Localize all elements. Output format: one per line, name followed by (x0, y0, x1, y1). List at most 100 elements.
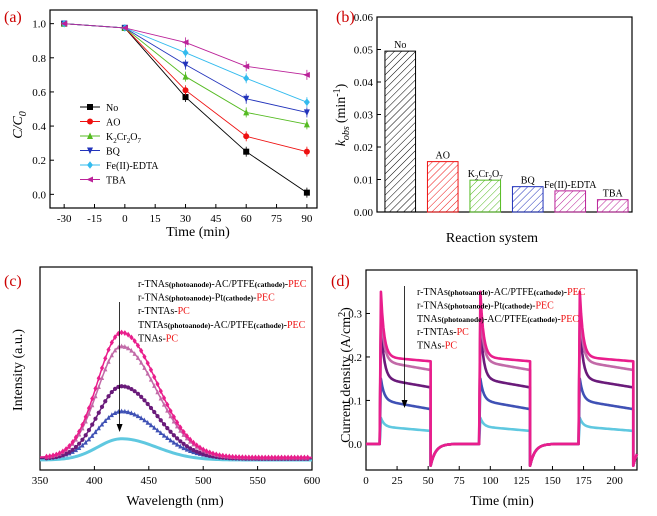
panel-c-point (145, 401, 150, 407)
panel-a-legend-marker (87, 132, 93, 139)
panel-c-point (142, 365, 147, 370)
panel-c-point (188, 446, 193, 451)
panel-c-point (282, 454, 287, 461)
panel-b: (b) 0.000.010.020.030.040.050.06NoAOK2Cr… (332, 9, 633, 246)
legend-subscript: (cathode) (527, 315, 557, 324)
panel-a-point (243, 95, 250, 103)
panel-c-point (272, 454, 278, 461)
legend-text-part: r-TNAs (138, 293, 169, 304)
panel-a-ytick-label: 0.4 (32, 121, 46, 133)
panel-c-point (126, 385, 131, 390)
panel-b-xlabel: Reaction system (446, 231, 538, 246)
panel-c-point (73, 447, 79, 453)
panel-d-xtick-label: 0 (363, 475, 369, 487)
legend-subscript: (cathode) (534, 288, 564, 297)
panel-c-point (148, 376, 154, 382)
panel-c-point (256, 454, 261, 461)
panel-c-point (129, 386, 134, 392)
panel-a-legend-label: No (106, 103, 118, 114)
panel-c-point (109, 389, 114, 395)
panel-c-point (188, 448, 193, 453)
panel-c-point (90, 402, 95, 408)
legend-subscript: (cathode) (255, 280, 285, 289)
panel-c-frame (39, 266, 313, 471)
legend-subscript: (photoanode) (169, 280, 212, 289)
panel-c-point (145, 419, 150, 425)
legend-text-part: - (174, 306, 177, 317)
panel-c-point (305, 454, 310, 461)
panel-c-xtick-label: 400 (86, 475, 103, 487)
panel-d-legend-entry: TNAs(photoanode)-AC/PTFE(cathode)-PEC (417, 314, 579, 325)
panel-c-point (174, 423, 180, 429)
panel-a-ytick-label: 0.8 (32, 53, 46, 65)
panel-a-xtick-label: -30 (57, 213, 72, 225)
panel-a-legend-marker (87, 161, 93, 169)
panel-b-bar-label: TBA (603, 189, 624, 200)
panel-c-point (139, 359, 144, 365)
legend-text-part: -Pt (211, 293, 223, 304)
panel-a-point (182, 87, 189, 94)
panel-d-current-trace (365, 290, 639, 467)
panel-d-current-trace (365, 416, 639, 467)
panel-c-point (96, 410, 101, 415)
panel-d-xtick-label: 150 (544, 475, 561, 487)
panel-c-point (171, 433, 176, 438)
legend-text-part: TNAs (417, 341, 442, 352)
panel-c-xlabel: Wavelength (nm) (126, 494, 224, 509)
panel-a-xtick-label: 0 (122, 213, 128, 225)
panel-c-point (116, 330, 121, 337)
panel-c-point (178, 428, 183, 433)
panel-c-point (178, 439, 183, 444)
legend-text-part: r-TNAs (138, 279, 169, 290)
panel-c-point (135, 342, 141, 349)
panel-c-point (122, 384, 127, 389)
panel-c-point (204, 452, 209, 458)
panel-a-ylabel: C/C0 (11, 111, 29, 139)
panel-c-point (109, 412, 114, 418)
panel-c-point (194, 449, 199, 454)
legend-subscript: (photoanode) (441, 315, 484, 324)
panel-c-arrow-head (116, 424, 123, 432)
panel-c-ylabel: Intensity (a.u.) (11, 329, 26, 411)
panel-c-point (99, 421, 105, 427)
panel-d-xtick-label: 125 (513, 475, 530, 487)
panel-a-point (303, 98, 310, 106)
panel-c-xtick-label: 600 (304, 475, 321, 487)
panel-c-point (86, 428, 92, 433)
panel-a-ytick-label: 1.0 (32, 19, 46, 31)
panel-c-point (181, 445, 186, 451)
legend-text-part: TNAs (138, 333, 163, 344)
panel-a-label: (a) (4, 9, 22, 26)
panel-a-point (60, 20, 68, 27)
panel-c-point (86, 410, 92, 416)
panel-c-point (207, 449, 212, 456)
panel-c-point (246, 454, 251, 461)
panel-a-legend-marker (86, 176, 93, 183)
panel-c-point (259, 454, 265, 461)
panel-c-point (60, 453, 65, 458)
panel-d-legend-entry: TNAs-PC (417, 341, 457, 352)
panel-b-ytick-label: 0.04 (354, 77, 374, 89)
panel-b-label: (b) (336, 9, 355, 26)
panel-c-point (161, 395, 167, 401)
panel-c-point (161, 432, 167, 438)
panel-c-point (181, 429, 186, 435)
panel-b-ytick-label: 0.01 (354, 175, 373, 187)
legend-subscript: (photoanode) (168, 321, 211, 330)
panel-a-legend-label: TBA (106, 176, 127, 187)
panel-c-point (60, 448, 65, 455)
panel-c-point (217, 452, 222, 459)
bar-subscript: 2 (475, 174, 479, 182)
panel-d-ytick-label: 0.0 (348, 439, 362, 451)
legend-subscript: (photoanode) (448, 301, 491, 310)
legend-text-part: r-TNTAs (417, 327, 453, 338)
panel-c-point (80, 437, 85, 442)
legend-suffix: PEC (567, 287, 586, 298)
panel-a-legend-label: K2Cr2O7 (106, 132, 141, 145)
panel-c-point (139, 394, 144, 399)
panel-c-point (122, 408, 127, 414)
panel-c-point (158, 395, 163, 401)
bar-text-part: Cr (479, 169, 490, 180)
panel-c-point (132, 351, 137, 356)
panel-c-point (103, 399, 108, 404)
